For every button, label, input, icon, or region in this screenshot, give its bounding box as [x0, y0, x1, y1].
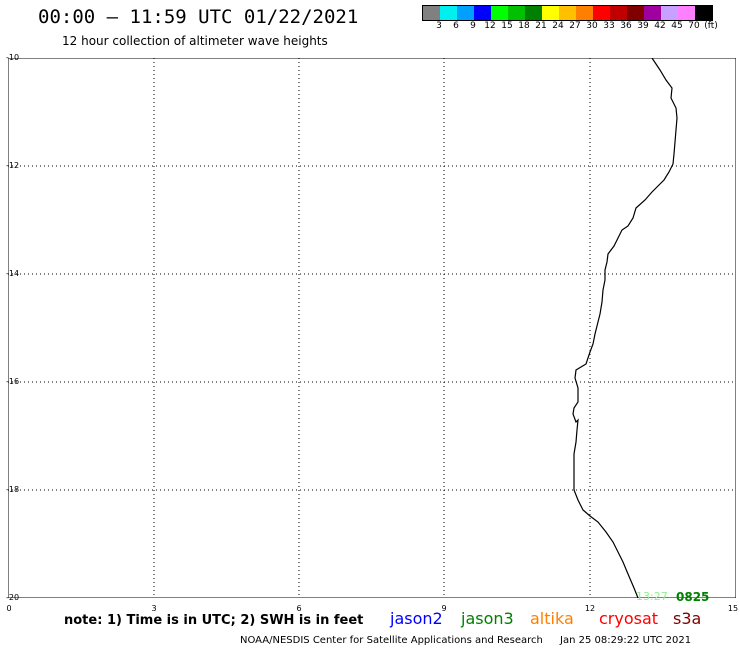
colorbar-swatch — [644, 6, 661, 20]
colorbar-label: 9 — [470, 21, 476, 31]
colorbar-label: 18 — [518, 21, 530, 31]
colorbar-swatch — [610, 6, 627, 20]
x-tick-label: 15 — [727, 604, 739, 613]
colorbar-swatch — [542, 6, 559, 20]
map-gridlines — [8, 58, 736, 598]
pass-time-label: 13:27 — [636, 590, 668, 603]
map-subtitle: 12 hour collection of altimeter wave hei… — [62, 34, 328, 48]
colorbar-label: 24 — [552, 21, 564, 31]
x-tick-label: 3 — [151, 604, 157, 613]
x-tick-label: 12 — [584, 604, 596, 613]
y-tick-label: -14 — [6, 269, 20, 278]
colorbar-swatch — [440, 6, 457, 20]
colorbar-swatch — [678, 6, 695, 20]
colorbar-label: 15 — [501, 21, 513, 31]
colorbar-label: 6 — [453, 21, 459, 31]
colorbar-label: 36 — [620, 21, 632, 31]
satellite-cryosat: cryosat — [599, 609, 659, 628]
satellite-jason2: jason2 — [390, 609, 443, 628]
colorbar-label: 27 — [569, 21, 581, 31]
y-tick-label: -12 — [6, 161, 20, 170]
y-tick-label: -18 — [6, 485, 20, 494]
colorbar-label: 45 — [671, 21, 683, 31]
satellite-s3a: s3a — [673, 609, 702, 628]
colorbar-swatch — [525, 6, 542, 20]
y-tick-label: -10 — [6, 53, 20, 62]
x-tick-label: 0 — [6, 604, 12, 613]
colorbar-label: 70 — [688, 21, 700, 31]
colorbar-label: 42 — [654, 21, 666, 31]
y-tick-label: -20 — [6, 593, 20, 602]
x-tick-label: 9 — [441, 604, 447, 613]
colorbar-label: 39 — [637, 21, 649, 31]
colorbar-swatch — [627, 6, 644, 20]
colorbar-swatch — [423, 6, 440, 20]
colorbar-swatch — [457, 6, 474, 20]
colorbar-swatch — [491, 6, 508, 20]
y-tick-label: -16 — [6, 377, 20, 386]
colorbar-labels: 3 6 9 12 15 18 21 24 27 30 33 36 39 42 45 70 (ft) — [422, 21, 740, 33]
satellite-altika: altika — [530, 609, 574, 628]
map-title: 00:00 – 11:59 UTC 01/22/2021 — [38, 6, 359, 28]
colorbar-label: 21 — [535, 21, 547, 31]
map-frame — [8, 58, 736, 598]
footer-credit: NOAA/NESDIS Center for Satellite Applica… — [240, 635, 691, 646]
colorbar-swatch — [593, 6, 610, 20]
colorbar-swatch — [661, 6, 678, 20]
footer-note: note: 1) Time is in UTC; 2) SWH is in fe… — [64, 613, 364, 628]
colorbar-swatch — [695, 6, 712, 20]
swh-colorbar — [422, 5, 713, 21]
colorbar-label: 12 — [484, 21, 496, 31]
coastline — [572, 58, 678, 598]
colorbar-label: 30 — [586, 21, 598, 31]
colorbar-label: 3 — [436, 21, 442, 31]
x-tick-label: 6 — [296, 604, 302, 613]
credit-org: NOAA/NESDIS Center for Satellite Applica… — [240, 635, 543, 646]
map-plot — [8, 58, 736, 598]
colorbar-swatch — [576, 6, 593, 20]
satellite-jason3: jason3 — [461, 609, 514, 628]
colorbar-swatch — [559, 6, 576, 20]
pass-time-label: 0825 — [676, 590, 710, 604]
colorbar-label: (ft) — [704, 21, 718, 31]
colorbar-swatch — [508, 6, 525, 20]
colorbar-label: 33 — [603, 21, 615, 31]
credit-timestamp: Jan 25 08:29:22 UTC 2021 — [560, 635, 692, 646]
colorbar-swatch — [474, 6, 491, 20]
